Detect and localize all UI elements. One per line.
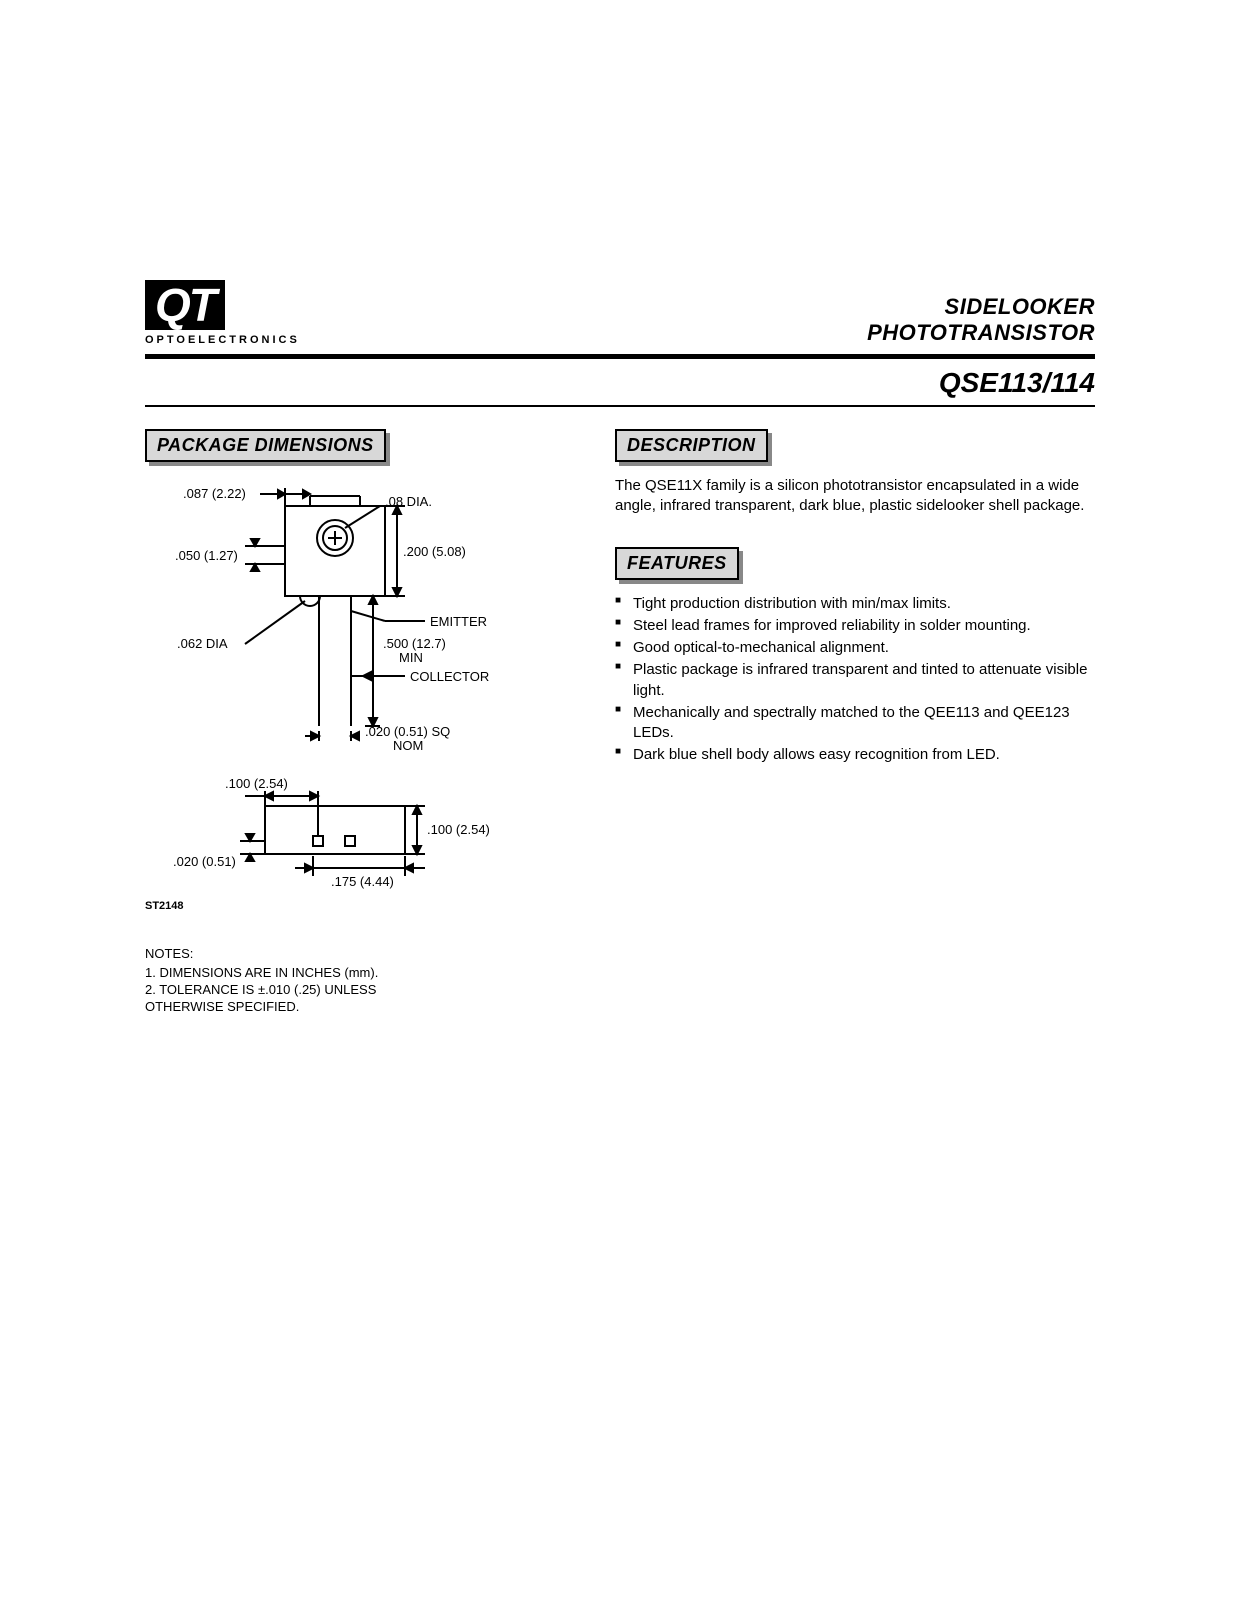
logo-subtext: OPTOELECTRONICS [145,334,300,346]
label-100t: .100 (2.54) [225,776,288,791]
label-min: MIN [399,650,423,665]
feature-item: Dark blue shell body allows easy recogni… [615,745,1095,765]
label-collector: COLLECTOR [410,669,489,684]
section-header-features: FEATURES [615,547,739,580]
column-right: DESCRIPTION The QSE11X family is a silic… [615,429,1095,1016]
label-08dia: .08 DIA. [385,494,432,509]
notes-title: NOTES: [145,946,575,963]
title-line-1: SIDELOOKER [867,294,1095,320]
feature-item: Steel lead frames for improved reliabili… [615,616,1095,636]
label-087: .087 (2.22) [183,486,246,501]
section-header-package: PACKAGE DIMENSIONS [145,429,386,462]
features-list: Tight production distribution with min/m… [615,594,1095,766]
feature-item: Good optical-to-mechanical alignment. [615,638,1095,658]
notes-block: NOTES: 1. DIMENSIONS ARE IN INCHES (mm).… [145,946,575,1016]
feature-item: Tight production distribution with min/m… [615,594,1095,614]
label-100r: .100 (2.54) [427,822,490,837]
section-header-description: DESCRIPTION [615,429,768,462]
logo-text: QT [145,280,225,330]
divider-thick [145,354,1095,359]
label-020: .020 (0.51) [173,854,236,869]
notes-item-1: 1. DIMENSIONS ARE IN INCHES (mm). [145,965,575,982]
label-nom: NOM [393,738,423,753]
divider-thin [145,405,1095,407]
column-left: PACKAGE DIMENSIONS [145,429,575,1016]
label-020sq: .020 (0.51) SQ [365,724,450,739]
feature-item: Mechanically and spectrally matched to t… [615,703,1095,744]
notes-item-2: 2. TOLERANCE IS ±.010 (.25) UNLESS OTHER… [145,982,425,1016]
title-block: SIDELOOKER PHOTOTRANSISTOR [867,294,1095,346]
header-row: QT OPTOELECTRONICS SIDELOOKER PHOTOTRANS… [145,280,1095,346]
part-number: QSE113/114 [145,367,1095,399]
title-line-2: PHOTOTRANSISTOR [867,320,1095,346]
description-text: The QSE11X family is a silicon phototran… [615,476,1095,517]
label-200: .200 (5.08) [403,544,466,559]
label-050: .050 (1.27) [175,548,238,563]
label-175: .175 (4.44) [331,874,394,889]
logo-block: QT OPTOELECTRONICS [145,280,300,346]
label-500: .500 (12.7) [383,636,446,651]
diagram-code: ST2148 [145,900,184,912]
package-diagram: .087 (2.22) .08 DIA. .050 (1.27) .200 (5… [145,476,565,936]
feature-item: Plastic package is infrared transparent … [615,660,1095,701]
label-emitter: EMITTER [430,614,487,629]
label-062: .062 DIA [177,636,228,651]
